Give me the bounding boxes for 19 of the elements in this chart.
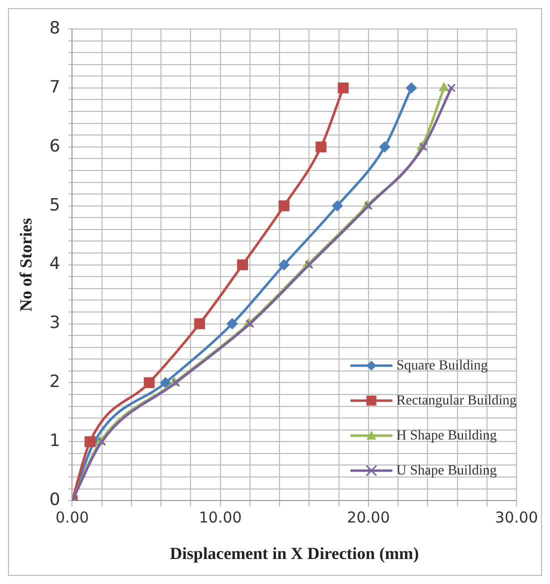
y-tick-label: 3 bbox=[49, 313, 60, 334]
x-axis-title: Displacement in X Direction (mm) bbox=[170, 544, 419, 564]
y-tick-label: 4 bbox=[49, 254, 60, 274]
y-tick-label: 0 bbox=[49, 490, 60, 510]
y-tick-label: 5 bbox=[49, 195, 60, 216]
legend-label: Rectangular Building bbox=[396, 393, 517, 408]
y-tick-label: 6 bbox=[49, 136, 60, 156]
y-tick-label: 2 bbox=[49, 372, 60, 392]
y-tick-label: 7 bbox=[49, 77, 60, 98]
y-tick-label: 8 bbox=[49, 18, 60, 38]
legend-label: Square Building bbox=[396, 358, 488, 374]
legend-label: U Shape Building bbox=[396, 463, 497, 478]
y-axis-title: No of Stories bbox=[16, 218, 36, 312]
y-tick-label: 1 bbox=[49, 431, 60, 452]
x-tick-label: 30.00 bbox=[495, 508, 538, 526]
x-tick-label: 20.00 bbox=[346, 508, 390, 526]
x-tick-label: 0.00 bbox=[56, 508, 89, 526]
x-tick-label: 10.00 bbox=[198, 508, 242, 526]
legend-label: H Shape Building bbox=[396, 428, 497, 444]
